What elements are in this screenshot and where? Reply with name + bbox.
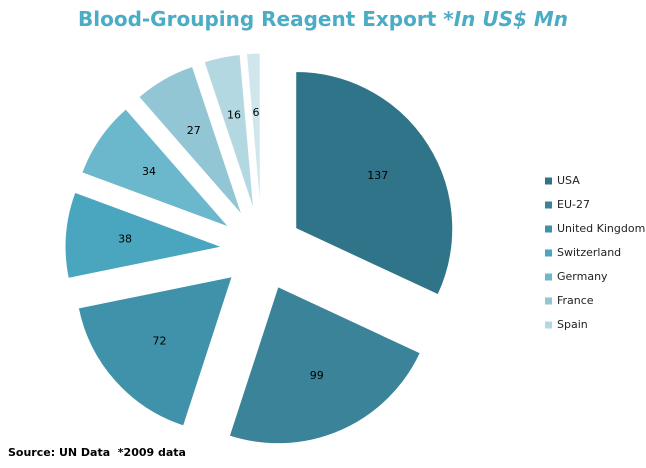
legend-label: Spain — [557, 318, 588, 331]
pie-slice — [245, 52, 261, 211]
pie-slice — [64, 191, 224, 279]
legend-swatch — [545, 297, 552, 305]
data-label: 16 — [227, 109, 241, 122]
legend-swatch — [545, 201, 552, 209]
data-label: 27 — [187, 124, 201, 137]
legend-swatch — [545, 273, 552, 281]
chart-title-line: Blood-Grouping Reagent Export *In US$ Mn — [78, 7, 568, 31]
legend-swatch — [545, 225, 552, 233]
legend-label: Switzerland — [557, 246, 621, 259]
source-note: Source: UN Data *2009 data — [8, 446, 186, 459]
legend-label: United Kingdom — [557, 222, 645, 235]
pie-slice — [81, 108, 230, 228]
legend-label: France — [557, 294, 594, 307]
data-label: 34 — [142, 165, 156, 178]
data-label: 6 — [252, 106, 259, 119]
legend-swatch — [545, 321, 552, 329]
data-label: 72 — [153, 334, 167, 347]
legend-swatch — [545, 249, 552, 257]
legend-label: USA — [557, 174, 580, 187]
data-label: 137 — [367, 169, 388, 182]
data-label: 99 — [310, 369, 324, 382]
chart-title: Blood-Grouping Reagent Export — [78, 7, 437, 31]
chart-title-unit: *In US$ Mn — [443, 7, 568, 31]
data-label: 38 — [118, 232, 132, 245]
legend-swatch — [545, 177, 552, 185]
pie-slice — [138, 65, 243, 216]
pie-slice — [228, 285, 421, 445]
pie-slice — [203, 53, 255, 211]
pie-slice — [77, 275, 233, 427]
pie-slice — [295, 70, 454, 296]
legend-label: EU-27 — [557, 198, 590, 211]
legend-label: Germany — [557, 270, 608, 283]
